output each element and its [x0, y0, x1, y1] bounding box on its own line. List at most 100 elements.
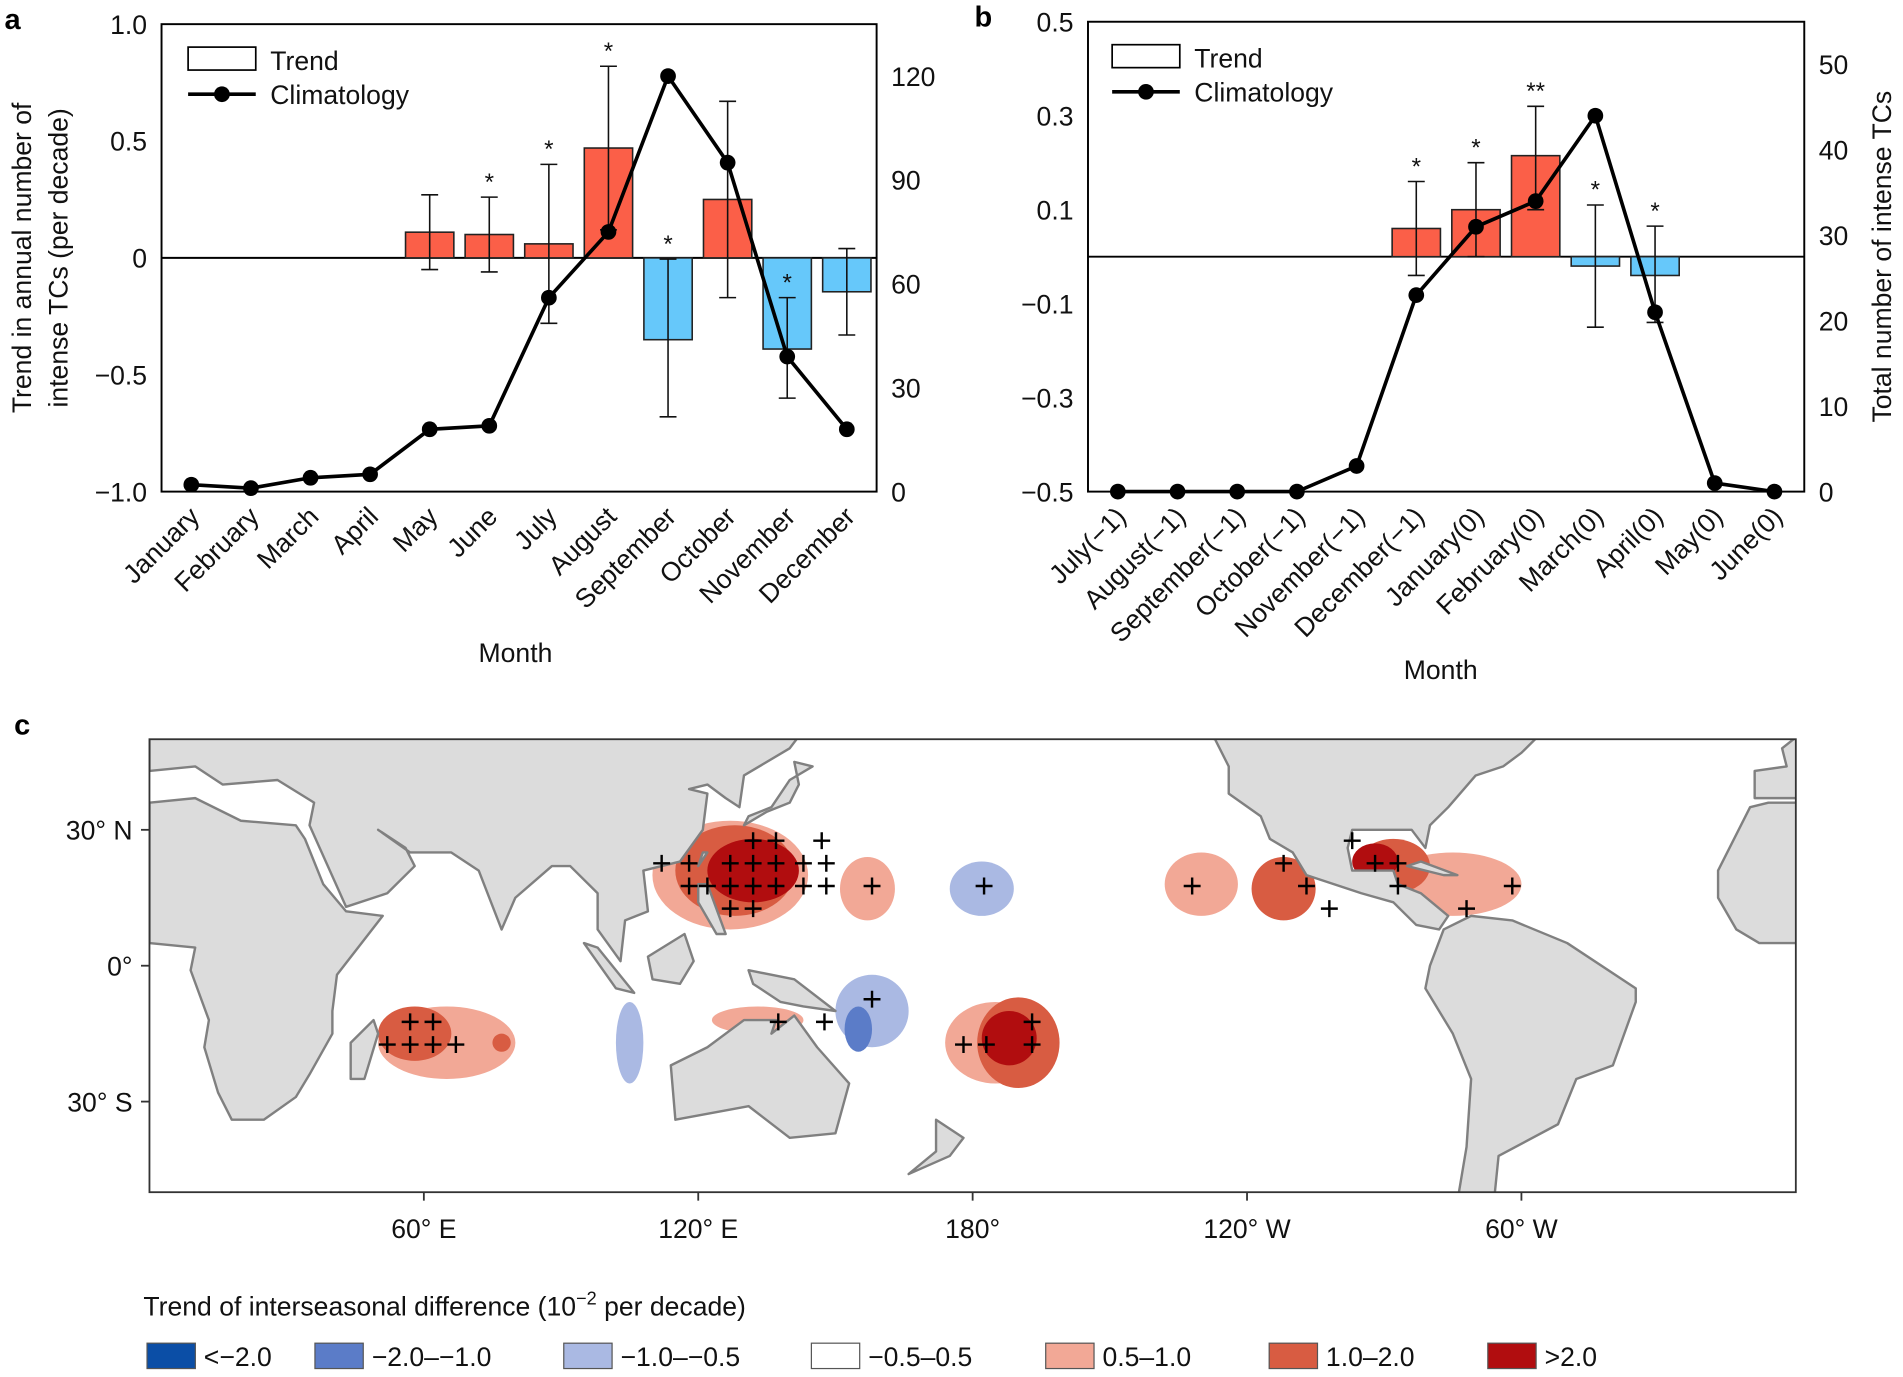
climatology-line: [1117, 111, 1775, 494]
land-philippines: [697, 882, 727, 936]
climatology-point: [779, 348, 796, 365]
significance-plus: [767, 832, 785, 850]
legend-label: −0.5–0.5: [868, 1342, 972, 1372]
significance-marker: *: [663, 231, 673, 258]
legend-swatch: [563, 1342, 613, 1370]
climatology-point: [1766, 483, 1783, 500]
climatology-point: [600, 224, 617, 240]
climatology-point: [1587, 107, 1604, 124]
significance-plus: [721, 854, 739, 872]
y2-axis-title: Total number of intense TCs: [1867, 91, 1897, 423]
significance-plus: [817, 877, 835, 895]
legend-climatology-marker: [214, 86, 230, 103]
land-australia: [669, 1014, 851, 1140]
legend-label: 0.5–1.0: [1102, 1342, 1191, 1372]
lon-tick-label: 120° E: [658, 1214, 738, 1244]
legend-swatch: [314, 1342, 364, 1370]
climatology-point: [243, 480, 259, 497]
climatology-point: [1706, 475, 1723, 491]
significance-plus: [744, 854, 762, 872]
legend-label: 1.0–2.0: [1326, 1342, 1415, 1372]
land-japan: [742, 760, 814, 827]
lat-tick-label: 0°: [107, 951, 132, 981]
x-axis-title: Month: [1404, 655, 1478, 685]
y-axis-title: Trend in annual number of: [7, 102, 37, 413]
legend-swatch: [146, 1342, 196, 1370]
climatology-point: [183, 476, 200, 493]
significance-plus: [1389, 854, 1407, 872]
land-newzealand: [907, 1118, 965, 1176]
significance-plus: [653, 854, 671, 872]
significance-plus: [1023, 1013, 1041, 1031]
climatology-point: [660, 68, 676, 84]
legend-label: −2.0–−1.0: [372, 1342, 492, 1372]
trend-region: [1164, 852, 1238, 916]
significance-marker: *: [604, 38, 614, 65]
significance-plus: [1366, 854, 1384, 872]
significance-plus: [863, 877, 881, 895]
y-tick-label: −0.5: [1021, 477, 1073, 507]
y2-tick-label: 50: [1819, 50, 1849, 80]
land-westafrica: [1716, 801, 1796, 945]
significance-plus: [1275, 854, 1293, 872]
x-tick-label: May: [387, 501, 444, 558]
panel-label-c: c: [14, 709, 30, 741]
legend-label: >2.0: [1545, 1342, 1597, 1372]
trend-region: [1251, 857, 1316, 921]
y2-tick-label: 20: [1819, 306, 1849, 336]
climatology-point: [362, 466, 378, 483]
significance-plus: [721, 877, 739, 895]
lat-tick-label: 30° S: [67, 1087, 132, 1117]
significance-plus: [401, 1036, 419, 1053]
significance-marker: *: [1591, 177, 1601, 204]
legend-climatology-label: Climatology: [270, 80, 409, 110]
y-tick-label: 0.5: [110, 127, 147, 157]
legend-climatology-label: Climatology: [1194, 77, 1333, 107]
significance-plus: [769, 1013, 787, 1031]
y-tick-label: −0.5: [95, 360, 147, 390]
climatology-point: [1229, 483, 1246, 500]
climatology-point: [1348, 458, 1365, 474]
lon-tick-label: 180°: [945, 1214, 1000, 1244]
climatology-point: [1109, 483, 1126, 500]
trend-region: [844, 1006, 873, 1052]
significance-plus: [744, 832, 762, 850]
climatology-point: [302, 469, 319, 486]
climatology-point: [838, 421, 855, 438]
x-tick-label: April: [325, 501, 384, 560]
trend-region: [615, 1001, 644, 1084]
y2-tick-label: 60: [891, 270, 921, 300]
significance-plus: [794, 877, 812, 895]
legend-trend-swatch: [1111, 43, 1181, 69]
significance-plus: [424, 1036, 442, 1053]
significance-plus: [813, 832, 831, 850]
significance-plus: [1343, 832, 1361, 850]
significance-marker: **: [1526, 78, 1545, 105]
legend-climatology-marker: [1138, 83, 1154, 100]
x-tick-label: March: [251, 501, 324, 574]
land-sumatra: [582, 941, 636, 995]
land-madagascar: [349, 1018, 380, 1081]
significance-plus: [378, 1036, 396, 1053]
climatology-line: [191, 72, 849, 490]
significance-plus: [744, 900, 762, 918]
legend-swatch: [1045, 1342, 1095, 1370]
significance-plus: [975, 877, 993, 895]
trend-region: [839, 857, 895, 921]
y-tick-label: −0.3: [1021, 383, 1073, 413]
legend-swatch: [1487, 1342, 1537, 1370]
y2-tick-label: 30: [891, 373, 921, 403]
y-tick-label: 1.0: [110, 10, 147, 40]
map-area: [149, 739, 1796, 1193]
significance-marker: *: [1650, 198, 1660, 225]
lon-tick-label: 120° W: [1203, 1214, 1290, 1244]
climatology-point: [1408, 287, 1425, 303]
x-tick-label: June: [441, 501, 503, 563]
trend-region: [981, 1011, 1037, 1066]
land-africa: [149, 796, 384, 1121]
land-northamerica: [1209, 739, 1537, 931]
significance-plus: [863, 990, 881, 1008]
legend-label: −1.0–−0.5: [621, 1342, 741, 1372]
y-tick-label: −0.1: [1021, 289, 1073, 319]
climatology-point: [1169, 483, 1186, 500]
